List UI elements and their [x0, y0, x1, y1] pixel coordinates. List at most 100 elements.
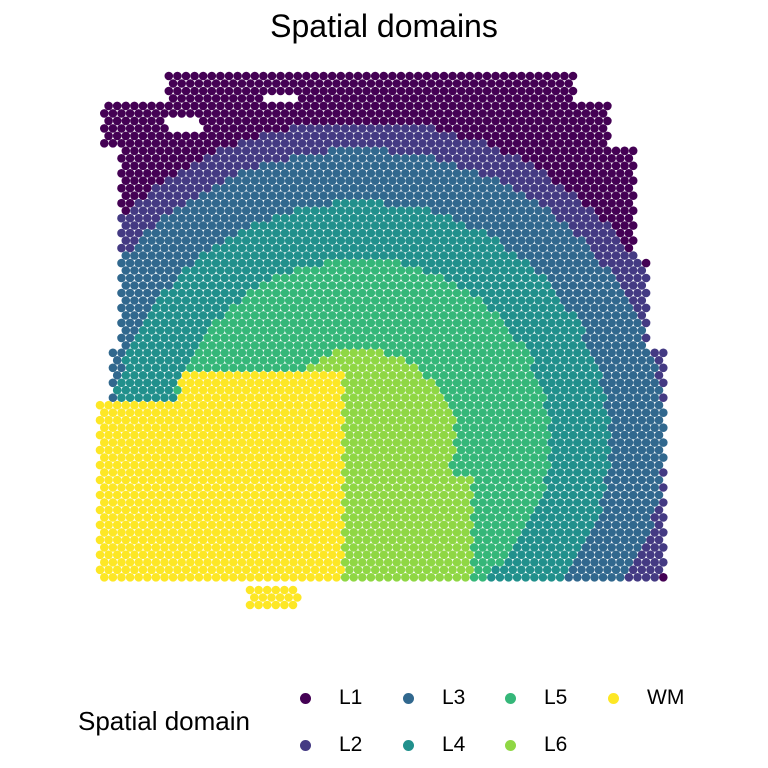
spot-l5 [259, 281, 268, 290]
spot-l4 [276, 251, 285, 260]
spot-l4 [555, 303, 565, 313]
spot-wm [332, 483, 341, 492]
spot-l5 [474, 490, 483, 500]
spot-l5 [241, 356, 251, 365]
spot-l3 [297, 198, 307, 208]
spot-l2 [659, 558, 668, 567]
spot-l1 [194, 139, 204, 148]
spot-l3 [216, 191, 225, 200]
spot-l5 [306, 333, 316, 343]
spot-l5 [224, 356, 234, 365]
spot-l6 [431, 415, 440, 425]
spot-wm [224, 415, 234, 425]
spot-l1 [512, 139, 522, 148]
spot-l3 [504, 243, 513, 253]
spot-l1 [147, 131, 156, 141]
spot-wm [95, 400, 105, 410]
spot-l5 [521, 378, 530, 388]
spot-l3 [616, 543, 625, 552]
spot-l5 [413, 326, 423, 335]
spot-l4 [564, 558, 573, 567]
spot-l3 [542, 236, 552, 245]
spot-l3 [628, 535, 638, 545]
spot-wm [229, 453, 238, 462]
spot-l5 [241, 326, 251, 335]
spot-l1 [491, 101, 500, 111]
spot-wm [186, 543, 195, 552]
spot-l4 [585, 445, 595, 455]
spot-l4 [383, 228, 393, 238]
spot-l3 [620, 385, 629, 395]
spot-l6 [396, 371, 406, 380]
spot-l3 [633, 318, 642, 328]
spot-l1 [547, 169, 556, 178]
spot-l5 [353, 281, 363, 290]
spot-l5 [482, 356, 492, 365]
spot-l5 [469, 513, 479, 522]
spot-l3 [259, 161, 268, 171]
spot-l4 [525, 326, 535, 335]
spot-l3 [241, 221, 251, 230]
spot-l2 [396, 131, 406, 141]
spot-l5 [487, 513, 496, 522]
spot-l6 [383, 468, 393, 477]
spot-l1 [100, 124, 109, 133]
spot-wm [117, 438, 126, 447]
spot-l3 [646, 400, 655, 410]
spot-l2 [121, 236, 131, 245]
spot-l3 [160, 243, 169, 253]
spot-l1 [241, 71, 251, 81]
spot-l5 [319, 281, 328, 290]
spot-wm [168, 528, 178, 537]
spot-l2 [650, 513, 659, 522]
spot-l1 [203, 139, 212, 148]
spot-l4 [332, 198, 341, 208]
spot-l4 [220, 243, 229, 253]
spot-l1 [504, 94, 513, 103]
spot-l1 [181, 101, 191, 111]
spot-l6 [375, 453, 384, 462]
spot-l1 [482, 101, 492, 111]
spot-l3 [495, 198, 505, 208]
spot-l1 [177, 94, 186, 103]
spot-wm [250, 535, 260, 545]
spot-l2 [568, 206, 578, 215]
spot-l4 [254, 228, 264, 238]
spot-wm [284, 550, 294, 560]
spot-l6 [409, 483, 419, 492]
legend-dot-l5 [505, 692, 516, 704]
spot-l2 [659, 468, 668, 477]
spot-l5 [482, 520, 492, 530]
spot-l2 [564, 213, 573, 223]
spot-l6 [345, 430, 354, 440]
spot-l4 [366, 228, 376, 238]
spot-l2 [181, 191, 191, 200]
spot-l6 [362, 385, 371, 395]
spot-l3 [323, 198, 333, 208]
spot-l5 [478, 453, 488, 462]
spot-l2 [310, 146, 320, 156]
spot-l6 [340, 543, 350, 552]
spot-l1 [310, 116, 320, 126]
spot-l3 [401, 169, 410, 178]
spot-l3 [168, 273, 178, 283]
spot-wm [271, 585, 281, 595]
spot-wm [293, 460, 303, 470]
spot-l4 [538, 378, 548, 388]
spot-l4 [487, 243, 496, 253]
spot-wm [319, 505, 328, 515]
spot-l6 [379, 371, 389, 380]
spot-wm [173, 505, 182, 515]
spot-l3 [353, 146, 363, 156]
spot-wm [229, 498, 238, 507]
spot-l3 [624, 318, 634, 328]
spot-l3 [624, 378, 634, 388]
spot-l3 [650, 438, 659, 447]
spot-wm [233, 475, 242, 485]
spot-l4 [542, 281, 552, 290]
spot-wm [130, 520, 139, 530]
spot-l1 [130, 176, 139, 185]
spot-l4 [581, 513, 591, 522]
spot-l4 [534, 535, 543, 545]
spot-l1 [405, 86, 414, 96]
